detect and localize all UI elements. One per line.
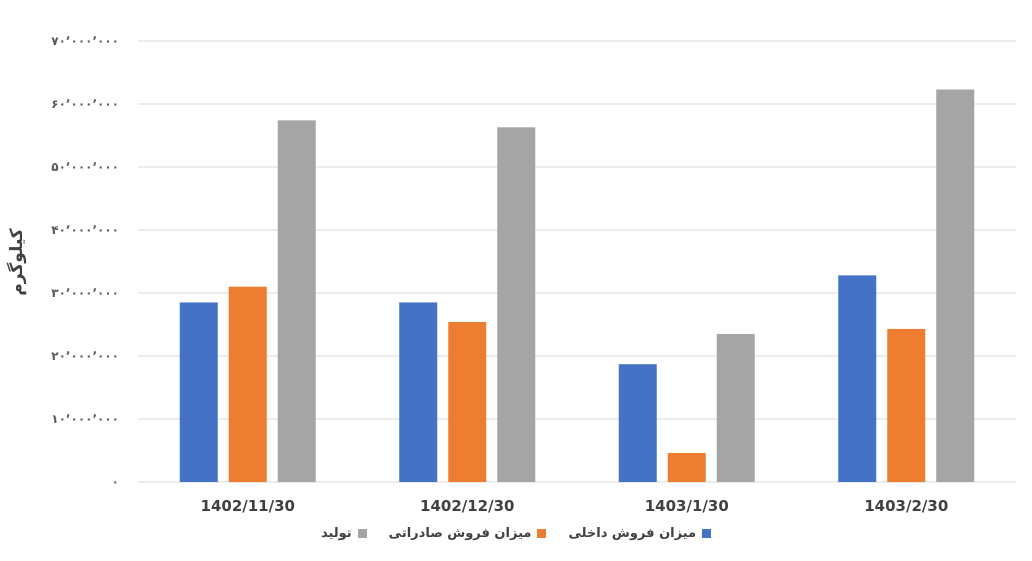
bar-1-3 <box>618 364 657 482</box>
legend-label: میزان فروش داخلی <box>568 526 697 541</box>
bar-1-4 <box>838 275 877 482</box>
x-axis-ticks: 1402/11/30 1402/12/30 1403/1/30 1403/2/30 <box>201 497 949 515</box>
bar-3-4 <box>936 89 975 482</box>
legend-item: تولید <box>321 526 367 541</box>
bar-1-2 <box>399 302 438 482</box>
legend-swatch <box>357 529 367 538</box>
gridlines <box>138 40 1016 483</box>
legend-label: میزان فروش صادراتی <box>388 526 532 541</box>
x-tick-label: 1402/12/30 <box>420 497 514 515</box>
bar-3-2 <box>497 127 536 482</box>
legend-item: میزان فروش صادراتی <box>389 526 547 541</box>
y-tick-label: ۶۰٬۰۰۰٬۰۰۰ <box>51 97 119 111</box>
bar-3-1 <box>277 120 316 482</box>
legend-swatch <box>537 529 547 538</box>
legend-item: میزان فروش داخلی <box>568 526 712 541</box>
y-axis-label: کیلوگرم <box>6 228 27 295</box>
y-tick-label: ۵۰٬۰۰۰٬۰۰۰ <box>51 160 119 174</box>
bar-2-1 <box>228 286 267 482</box>
y-axis-ticks: ۰ ۱۰٬۰۰۰٬۰۰۰ ۲۰٬۰۰۰٬۰۰۰ ۳۰٬۰۰۰٬۰۰۰ ۴۰٬۰۰۰٬۰۰… <box>51 34 119 489</box>
x-tick-label: 1403/2/30 <box>864 497 948 515</box>
x-tick-label: 1403/1/30 <box>645 497 729 515</box>
y-tick-label: ۲۰٬۰۰۰٬۰۰۰ <box>51 349 119 363</box>
bar-2-2 <box>448 321 487 482</box>
legend-swatch <box>702 529 712 538</box>
bars <box>179 89 975 482</box>
y-tick-label: ۴۰٬۰۰۰٬۰۰۰ <box>51 223 119 237</box>
y-tick-label: ۱۰٬۰۰۰٬۰۰۰ <box>51 412 119 426</box>
bar-2-3 <box>667 453 706 482</box>
bar-chart: ۰ ۱۰٬۰۰۰٬۰۰۰ ۲۰٬۰۰۰٬۰۰۰ ۳۰٬۰۰۰٬۰۰۰ ۴۰٬۰۰۰٬۰۰… <box>6 34 1016 515</box>
bar-1-1 <box>179 302 218 482</box>
y-tick-label: ۷۰٬۰۰۰٬۰۰۰ <box>51 34 119 48</box>
bar-3-3 <box>716 333 755 482</box>
y-tick-label: ۰ <box>112 475 119 489</box>
x-tick-label: 1402/11/30 <box>201 497 295 515</box>
legend-label: تولید <box>320 526 352 541</box>
legend: میزان فروش داخلی میزان فروش صادراتی تولید <box>0 526 1032 541</box>
y-tick-label: ۳۰٬۰۰۰٬۰۰۰ <box>51 286 119 300</box>
bar-2-4 <box>887 328 926 482</box>
